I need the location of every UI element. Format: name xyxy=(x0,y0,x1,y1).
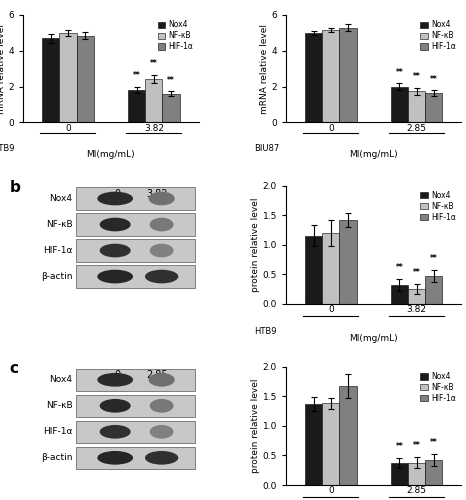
Bar xyxy=(145,78,163,122)
Bar xyxy=(425,94,442,122)
Text: NF-κB: NF-κB xyxy=(46,402,72,410)
Text: **: ** xyxy=(396,263,404,272)
Bar xyxy=(425,460,442,485)
Bar xyxy=(339,220,356,304)
Text: HTB9: HTB9 xyxy=(0,144,14,153)
Bar xyxy=(76,240,195,262)
Text: NF-κB: NF-κB xyxy=(46,220,72,229)
Legend: Nox4, NF-κB, HIF-1α: Nox4, NF-κB, HIF-1α xyxy=(419,190,458,223)
Ellipse shape xyxy=(100,425,130,438)
Text: **: ** xyxy=(413,72,420,81)
Ellipse shape xyxy=(145,270,178,283)
Text: c: c xyxy=(9,361,18,376)
Text: MI(mg/mL): MI(mg/mL) xyxy=(350,334,398,344)
Text: Nox4: Nox4 xyxy=(49,376,72,384)
Bar xyxy=(339,386,356,485)
Ellipse shape xyxy=(150,218,173,232)
Ellipse shape xyxy=(97,270,133,283)
Ellipse shape xyxy=(149,373,175,386)
Bar xyxy=(408,289,425,304)
Bar xyxy=(305,33,322,122)
Ellipse shape xyxy=(145,451,178,464)
Bar xyxy=(59,33,76,122)
Ellipse shape xyxy=(150,425,173,438)
Ellipse shape xyxy=(100,218,130,232)
Text: BIU87: BIU87 xyxy=(254,144,280,153)
Ellipse shape xyxy=(149,192,175,205)
Legend: Nox4, NF-κB, HIF-1α: Nox4, NF-κB, HIF-1α xyxy=(419,19,458,52)
Bar xyxy=(76,188,195,210)
Y-axis label: protein relative level: protein relative level xyxy=(251,378,260,473)
Y-axis label: mRNA relative level: mRNA relative level xyxy=(260,24,268,114)
Ellipse shape xyxy=(150,244,173,258)
Y-axis label: mRNA relative level: mRNA relative level xyxy=(0,24,6,114)
Text: 0: 0 xyxy=(115,189,121,199)
Text: HTB9: HTB9 xyxy=(254,328,277,336)
Bar xyxy=(322,30,339,122)
Legend: Nox4, NF-κB, HIF-1α: Nox4, NF-κB, HIF-1α xyxy=(156,19,195,52)
Bar xyxy=(76,420,195,443)
Bar xyxy=(76,368,195,391)
Bar xyxy=(163,94,179,122)
Bar xyxy=(76,447,195,469)
Text: **: ** xyxy=(133,71,141,80)
Bar xyxy=(391,86,408,122)
Bar xyxy=(322,404,339,485)
Ellipse shape xyxy=(100,244,130,258)
Bar xyxy=(391,285,408,304)
Text: **: ** xyxy=(430,254,438,263)
Text: **: ** xyxy=(430,438,438,447)
Bar xyxy=(408,91,425,122)
Ellipse shape xyxy=(97,451,133,464)
Bar xyxy=(76,214,195,236)
Text: HIF-1α: HIF-1α xyxy=(43,246,72,255)
Bar xyxy=(339,28,356,122)
Text: MI(mg/mL): MI(mg/mL) xyxy=(87,150,135,160)
Bar xyxy=(322,233,339,304)
Bar xyxy=(305,404,322,485)
Text: **: ** xyxy=(396,68,404,77)
Text: 0: 0 xyxy=(115,370,121,380)
Bar xyxy=(76,394,195,417)
Bar xyxy=(305,236,322,304)
Text: β-actin: β-actin xyxy=(41,454,72,462)
Bar xyxy=(76,36,94,122)
Text: HIF-1α: HIF-1α xyxy=(43,428,72,436)
Ellipse shape xyxy=(97,373,133,386)
Bar xyxy=(391,463,408,485)
Legend: Nox4, NF-κB, HIF-1α: Nox4, NF-κB, HIF-1α xyxy=(419,370,458,404)
Text: 2.85: 2.85 xyxy=(146,370,168,380)
Bar xyxy=(76,266,195,287)
Bar xyxy=(128,90,145,122)
Text: MI(mg/mL): MI(mg/mL) xyxy=(350,150,398,160)
Y-axis label: protein relative level: protein relative level xyxy=(251,198,260,292)
Text: β-actin: β-actin xyxy=(41,272,72,281)
Bar xyxy=(408,462,425,485)
Bar xyxy=(42,38,59,122)
Text: 3.82: 3.82 xyxy=(146,189,168,199)
Ellipse shape xyxy=(97,192,133,205)
Text: **: ** xyxy=(430,74,438,84)
Text: **: ** xyxy=(150,59,158,68)
Ellipse shape xyxy=(150,399,173,412)
Text: **: ** xyxy=(413,268,420,277)
Ellipse shape xyxy=(100,399,130,412)
Text: **: ** xyxy=(396,442,404,452)
Text: **: ** xyxy=(167,76,175,84)
Text: Nox4: Nox4 xyxy=(49,194,72,203)
Text: b: b xyxy=(9,180,20,194)
Bar xyxy=(425,276,442,303)
Text: **: ** xyxy=(413,440,420,450)
